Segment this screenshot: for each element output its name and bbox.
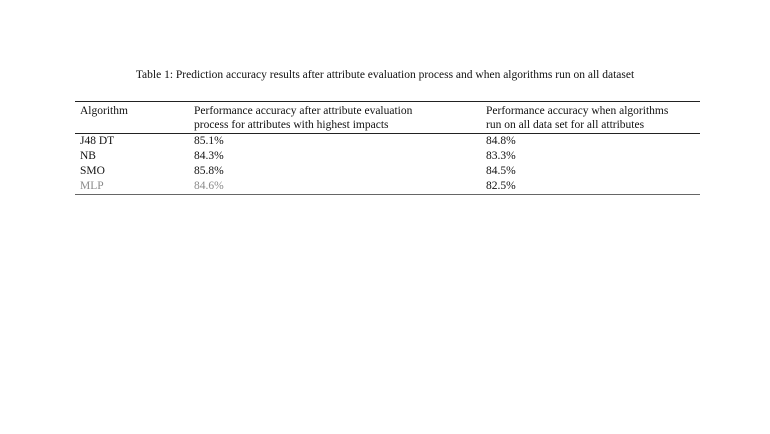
header-algorithm: Algorithm [75,102,194,134]
table-header-row: Algorithm Performance accuracy after att… [75,101,700,134]
cell-accuracy-after-evaluation: 85.1% [194,135,224,147]
cell-accuracy-all-attributes: 82.5% [486,180,516,192]
results-table-container: Algorithm Performance accuracy after att… [75,101,700,195]
table-row: NB 84.3% 83.3% [75,149,700,164]
header-accuracy-after-evaluation-line-1: Performance accuracy after attribute eva… [194,105,413,117]
header-accuracy-all-attributes-line-2: run on all data set for all attributes [486,119,645,131]
header-accuracy-all-attributes-line-1: Performance accuracy when algorithms [486,105,669,117]
cell-algorithm: MLP [80,180,104,192]
table-caption: Table 1: Prediction accuracy results aft… [135,69,635,81]
cell-algorithm: SMO [80,165,105,177]
header-accuracy-after-evaluation: Performance accuracy after attribute eva… [194,102,486,134]
header-accuracy-all-attributes: Performance accuracy when algorithms run… [486,102,700,134]
cell-accuracy-after-evaluation: 85.8% [194,165,224,177]
cell-algorithm: J48 DT [80,135,115,147]
cell-accuracy-all-attributes: 84.5% [486,165,516,177]
results-table: Algorithm Performance accuracy after att… [75,101,700,195]
table-row: J48 DT 85.1% 84.8% [75,134,700,150]
header-algorithm-text: Algorithm [80,105,128,117]
cell-accuracy-after-evaluation: 84.3% [194,150,224,162]
table-row: SMO 85.8% 84.5% [75,164,700,179]
cell-algorithm: NB [80,150,96,162]
table-row: MLP 84.6% 82.5% [75,179,700,195]
cell-accuracy-all-attributes: 84.8% [486,135,516,147]
cell-accuracy-all-attributes: 83.3% [486,150,516,162]
cell-accuracy-after-evaluation: 84.6% [194,180,224,192]
header-accuracy-after-evaluation-line-2: process for attributes with highest impa… [194,119,389,131]
